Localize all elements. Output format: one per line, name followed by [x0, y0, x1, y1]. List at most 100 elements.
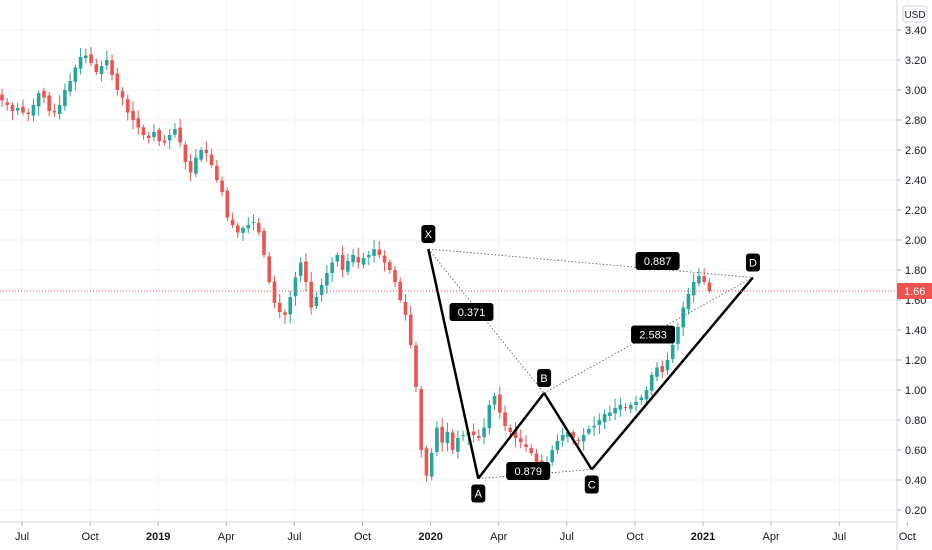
- candle: [372, 239, 376, 263]
- time-tick-label: Jul: [287, 531, 301, 543]
- candle: [319, 278, 324, 303]
- candle: [592, 416, 596, 437]
- svg-text:D: D: [749, 258, 757, 270]
- candle: [194, 149, 198, 178]
- candle: [587, 425, 591, 436]
- candle: [230, 212, 235, 228]
- candle: [309, 272, 313, 315]
- svg-text:0.879: 0.879: [514, 466, 542, 478]
- price-tick-label: 1.00: [905, 385, 926, 397]
- ratio-label: 0.887: [635, 252, 680, 270]
- candle: [188, 153, 193, 182]
- candle: [660, 360, 665, 379]
- candle: [529, 444, 534, 456]
- candle: [99, 60, 104, 82]
- pattern-point-c[interactable]: C: [584, 475, 599, 494]
- candle: [272, 276, 277, 309]
- candle: [550, 445, 554, 467]
- candle: [377, 240, 382, 259]
- currency-badge[interactable]: USD: [902, 5, 928, 23]
- svg-text:2.583: 2.583: [639, 330, 667, 342]
- candle: [36, 90, 41, 116]
- candle: [73, 64, 78, 91]
- price-tick-label: 1.80: [905, 265, 926, 277]
- candle: [361, 252, 366, 269]
- candle: [84, 48, 88, 64]
- price-tick-label: 0.60: [905, 445, 926, 457]
- candle: [346, 253, 350, 276]
- candle: [492, 392, 497, 410]
- candle: [26, 108, 30, 122]
- pattern-leg-dotted: [428, 248, 753, 278]
- pattern-leg: [543, 392, 593, 471]
- candle: [618, 397, 623, 418]
- candle: [63, 83, 67, 111]
- candle: [293, 271, 298, 306]
- candle: [639, 394, 644, 405]
- pattern-point-b[interactable]: B: [537, 369, 552, 387]
- candle: [330, 256, 334, 282]
- time-tick-label: Apr: [490, 531, 507, 543]
- time-tick-label: Jul: [832, 531, 846, 543]
- candle: [283, 309, 287, 324]
- time-scale[interactable]: Jul Oct 2019 Apr Jul Oct 2020 Apr Jul Oct 2021 Apr J…: [15, 522, 916, 543]
- candle: [513, 422, 518, 448]
- candle: [644, 386, 649, 403]
- pattern-point-x[interactable]: X: [421, 225, 436, 243]
- candle: [503, 405, 507, 432]
- candle: [602, 409, 607, 430]
- candle: [0, 88, 4, 107]
- candle: [241, 225, 245, 241]
- candle: [676, 322, 680, 351]
- time-tick-label: Jul: [560, 531, 574, 543]
- candle: [387, 259, 392, 274]
- candle: [634, 395, 638, 412]
- candle: [157, 127, 161, 146]
- candle: [298, 257, 303, 282]
- price-tick-label: 2.20: [905, 205, 926, 217]
- candle: [94, 58, 99, 75]
- candle: [246, 217, 251, 234]
- svg-text:0.887: 0.887: [644, 256, 672, 268]
- candle: [105, 50, 109, 71]
- candle: [408, 305, 413, 349]
- price-tick-label: 0.40: [905, 475, 926, 487]
- price-scale[interactable]: 3.403.203.002.802.602.402.202.001.801.60…: [897, 25, 926, 517]
- candle: [686, 288, 691, 315]
- time-tick-label: Oct: [899, 531, 916, 543]
- candle: [665, 352, 670, 376]
- candle: [120, 87, 125, 106]
- candle: [482, 418, 486, 444]
- candle: [89, 47, 93, 67]
- pattern-point-a[interactable]: A: [471, 484, 486, 503]
- candle: [31, 98, 36, 122]
- candle: [236, 222, 240, 239]
- ratio-label: 2.583: [631, 325, 676, 344]
- candle: [146, 131, 151, 144]
- last-price-marker: 1.66: [0, 283, 932, 299]
- candle: [68, 72, 72, 97]
- candle: [152, 124, 156, 142]
- candle: [267, 251, 272, 285]
- svg-text:0.371: 0.371: [458, 307, 486, 319]
- pattern-leg: [427, 248, 480, 479]
- candle: [288, 291, 292, 324]
- candle: [450, 429, 455, 454]
- candle: [251, 214, 256, 231]
- candle: [382, 250, 387, 272]
- time-tick-label: Jul: [15, 531, 29, 543]
- time-tick-label: Apr: [763, 531, 780, 543]
- price-tick-label: 3.20: [905, 55, 926, 67]
- price-tick-label: 2.40: [905, 175, 926, 187]
- candle: [691, 273, 696, 303]
- pattern-point-d[interactable]: D: [745, 253, 760, 272]
- time-tick-label: Oct: [354, 531, 371, 543]
- candle: [613, 398, 617, 421]
- price-tick-label: 2.80: [905, 115, 926, 127]
- candle: [173, 123, 177, 138]
- candle: [393, 265, 397, 288]
- candle: [167, 129, 172, 150]
- candle: [398, 277, 403, 303]
- candle: [5, 98, 10, 111]
